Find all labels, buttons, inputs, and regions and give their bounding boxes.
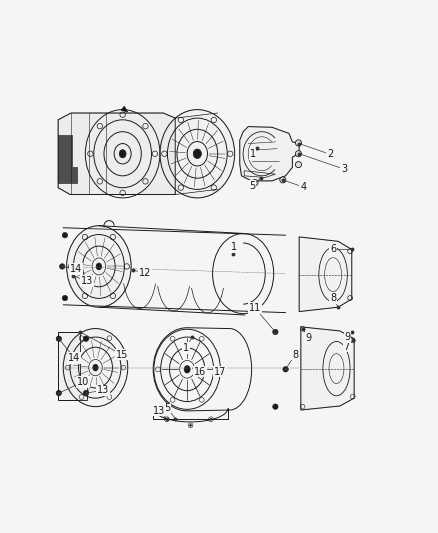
- Text: 13: 13: [153, 406, 166, 416]
- Text: 7: 7: [343, 342, 350, 352]
- Ellipse shape: [63, 328, 128, 407]
- Text: 10: 10: [77, 377, 89, 387]
- Text: 13: 13: [81, 276, 93, 286]
- Circle shape: [62, 232, 67, 238]
- Ellipse shape: [119, 150, 126, 158]
- Circle shape: [83, 390, 88, 396]
- Circle shape: [56, 336, 61, 342]
- Text: 13: 13: [97, 385, 110, 395]
- Circle shape: [273, 329, 278, 335]
- Text: 1: 1: [250, 149, 256, 159]
- Text: 9: 9: [344, 332, 350, 342]
- Polygon shape: [301, 327, 354, 410]
- Circle shape: [273, 404, 278, 409]
- Circle shape: [190, 424, 191, 426]
- Text: 5: 5: [164, 403, 170, 413]
- Circle shape: [280, 177, 286, 183]
- Text: 11: 11: [249, 303, 261, 313]
- Circle shape: [62, 295, 67, 301]
- Text: 8: 8: [330, 293, 336, 303]
- Text: 9: 9: [306, 333, 312, 343]
- Ellipse shape: [67, 225, 131, 307]
- Text: 15: 15: [116, 350, 128, 360]
- Text: 17: 17: [214, 367, 226, 377]
- Text: 12: 12: [138, 268, 151, 278]
- Circle shape: [210, 418, 212, 420]
- Text: 4: 4: [300, 182, 306, 192]
- Circle shape: [252, 180, 258, 185]
- Text: 14: 14: [68, 353, 81, 363]
- Text: 3: 3: [341, 164, 347, 174]
- Circle shape: [60, 264, 65, 269]
- Polygon shape: [58, 113, 175, 195]
- Circle shape: [295, 161, 301, 168]
- Polygon shape: [299, 237, 352, 312]
- Ellipse shape: [93, 364, 98, 371]
- Text: 16: 16: [194, 367, 206, 377]
- Polygon shape: [58, 135, 77, 183]
- Circle shape: [295, 140, 301, 146]
- Circle shape: [83, 336, 88, 342]
- Circle shape: [166, 418, 168, 420]
- Text: 6: 6: [330, 245, 336, 254]
- Text: 8: 8: [292, 350, 298, 360]
- Ellipse shape: [184, 366, 190, 373]
- Text: 1: 1: [231, 242, 237, 252]
- Circle shape: [56, 390, 61, 396]
- Ellipse shape: [193, 149, 201, 158]
- Polygon shape: [240, 127, 299, 181]
- Ellipse shape: [96, 263, 102, 270]
- Circle shape: [283, 367, 288, 372]
- Polygon shape: [58, 332, 87, 400]
- Polygon shape: [121, 106, 128, 112]
- Text: 5: 5: [249, 181, 255, 191]
- Text: 14: 14: [70, 264, 82, 274]
- Text: 1: 1: [183, 343, 189, 353]
- Circle shape: [295, 151, 301, 157]
- Text: 2: 2: [327, 149, 333, 159]
- Ellipse shape: [160, 110, 235, 198]
